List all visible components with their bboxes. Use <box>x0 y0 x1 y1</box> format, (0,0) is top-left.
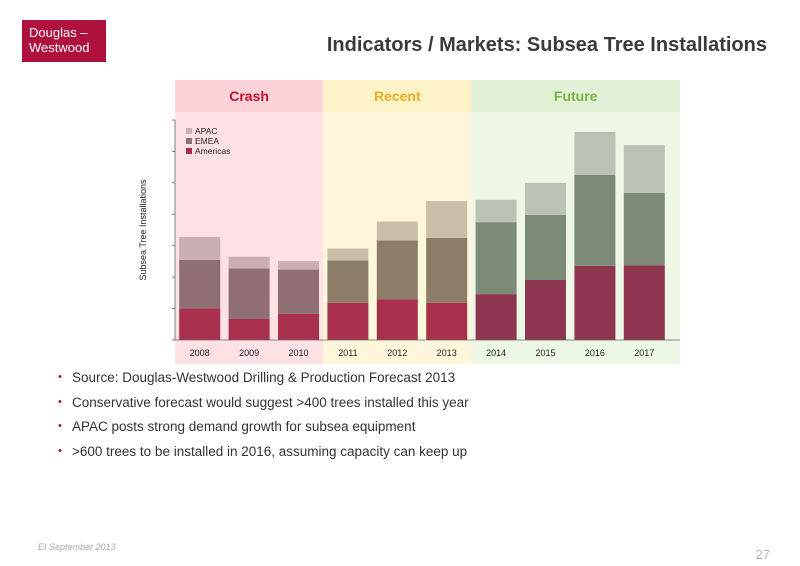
bar-emea-2015 <box>525 214 566 280</box>
bar-americas-2012 <box>376 299 418 340</box>
bar-emea-2016 <box>574 175 616 266</box>
bar-americas-2017 <box>623 265 665 340</box>
legend-swatch-americas <box>186 148 192 154</box>
phase-label: Crash <box>229 88 269 104</box>
bar-apac-2015 <box>525 182 566 215</box>
logo-line-1: Douglas – <box>29 25 88 40</box>
bar-emea-2012 <box>376 240 418 300</box>
bullet-item: • Conservative forecast would suggest >40… <box>58 395 469 420</box>
bar-apac-2009 <box>228 256 270 269</box>
bar-americas-2016 <box>574 265 616 340</box>
slide-title: Indicators / Markets: Subsea Tree Instal… <box>326 34 767 56</box>
chart-svg: Crash Recent Future Subsea Tree Installatio… <box>138 80 680 364</box>
x-tick-label: 2010 <box>288 348 308 358</box>
bar-apac-2014 <box>475 199 517 223</box>
bar-apac-2016 <box>574 131 616 175</box>
x-tick-label: 2012 <box>387 348 407 358</box>
x-tick-label: 2017 <box>634 348 654 358</box>
bullet-icon: • <box>58 420 62 432</box>
bullet-icon: • <box>58 444 62 457</box>
bullet-item: • >600 trees to be installed in 2016, ass… <box>58 444 469 469</box>
legend-label-emea: EMEA <box>195 136 219 146</box>
bar-americas-2013 <box>426 302 468 340</box>
footer-event: EI September 2013 <box>38 542 116 552</box>
page-number: 27 <box>755 547 770 562</box>
bar-emea-2010 <box>278 269 319 314</box>
x-tick-label: 2009 <box>239 348 259 358</box>
legend-label-apac: APAC <box>195 126 218 136</box>
x-tick-label: 2015 <box>535 348 555 358</box>
x-tick-label: 2011 <box>338 348 357 358</box>
bar-apac-2012 <box>376 221 418 241</box>
bar-emea-2009 <box>228 268 270 319</box>
legend-label-americas: Americas <box>195 146 230 156</box>
company-logo: Douglas – Westwood <box>22 20 106 62</box>
bar-emea-2017 <box>623 192 665 266</box>
phase-header-recent <box>323 80 472 112</box>
bullet-text: Source: Douglas-Westwood Drilling & Prod… <box>72 370 456 385</box>
bullet-text: APAC posts strong demand growth for subs… <box>72 419 416 434</box>
bullet-text: Conservative forecast would suggest >400… <box>72 394 469 410</box>
bar-apac-2010 <box>278 261 319 270</box>
phase-header-crash <box>175 80 324 112</box>
bar-emea-2013 <box>426 237 468 303</box>
bullet-icon: • <box>58 395 62 408</box>
bar-americas-2010 <box>278 313 319 340</box>
bar-apac-2011 <box>327 248 369 261</box>
phase-label: Future <box>554 88 598 104</box>
bar-emea-2011 <box>327 260 369 303</box>
bar-americas-2011 <box>327 302 369 340</box>
x-tick-label: 2016 <box>585 348 605 358</box>
bullet-item: • APAC posts strong demand growth for sub… <box>58 419 469 444</box>
phase-header-future <box>471 80 680 112</box>
bullet-item: • Source: Douglas-Westwood Drilling & Pro… <box>58 370 469 395</box>
bar-apac-2008 <box>179 236 221 260</box>
bar-apac-2013 <box>426 201 468 238</box>
subsea-tree-chart: Crash Recent Future Subsea Tree Installatio… <box>120 78 690 368</box>
bar-americas-2015 <box>525 279 566 340</box>
bar-americas-2008 <box>179 308 221 340</box>
bar-emea-2014 <box>475 222 517 295</box>
legend-swatch-emea <box>186 138 192 144</box>
legend-swatch-apac <box>186 128 192 134</box>
bar-americas-2009 <box>228 318 270 340</box>
logo-line-2: Westwood <box>29 40 90 55</box>
bullet-text: >600 trees to be installed in 2016, assu… <box>72 443 468 459</box>
bullet-list: • Source: Douglas-Westwood Drilling & Pro… <box>58 370 469 468</box>
y-axis-label: Subsea Tree Installations <box>138 179 148 281</box>
x-tick-label: 2013 <box>437 348 457 358</box>
bar-emea-2008 <box>179 259 221 309</box>
bullet-icon: • <box>58 371 62 383</box>
bar-americas-2014 <box>475 294 517 340</box>
x-tick-label: 2008 <box>190 348 210 358</box>
phase-label: Recent <box>374 88 421 104</box>
x-tick-label: 2014 <box>486 348 506 358</box>
bar-apac-2017 <box>623 145 665 193</box>
